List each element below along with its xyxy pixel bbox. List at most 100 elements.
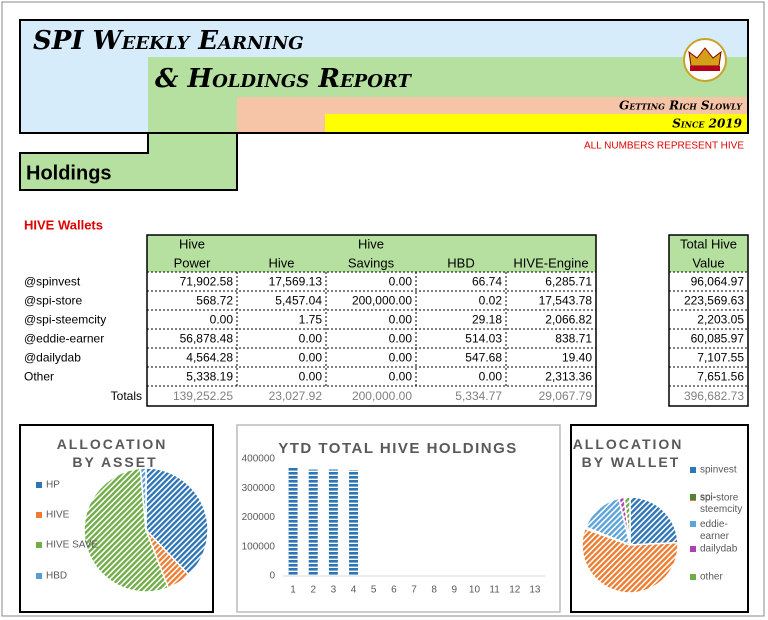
line: earner xyxy=(700,531,730,542)
legend-label: dailydab xyxy=(700,544,738,555)
x-tick-label: 5 xyxy=(371,585,377,596)
cell: 223,569.63 xyxy=(684,294,744,308)
bar xyxy=(328,469,338,576)
pie-slice xyxy=(139,467,147,531)
green-band xyxy=(148,57,748,97)
chart-title: YTD TOTAL HIVE HOLDINGS xyxy=(278,440,518,457)
note: ALL NUMBERS REPRESENT HIVE xyxy=(584,141,744,152)
cell: 0.00 xyxy=(389,332,413,346)
x-tick-label: 10 xyxy=(469,585,481,596)
cell: 6,285.71 xyxy=(545,275,592,289)
legend-label: HBD xyxy=(46,571,67,582)
legend-swatch xyxy=(690,521,696,527)
row-label: @eddie-earner xyxy=(24,332,104,346)
line: BY WALLET xyxy=(582,454,681,470)
legend-label: spi-store xyxy=(700,493,739,504)
x-tick-label: 3 xyxy=(331,585,337,596)
yellow-band xyxy=(325,114,748,133)
y-tick-label: 200000 xyxy=(242,512,276,523)
line: eddie- xyxy=(700,519,728,530)
title-line-2: & Holdings Report xyxy=(155,64,413,94)
legend-swatch xyxy=(36,573,42,579)
pie-slice xyxy=(623,496,631,546)
total-header-bg xyxy=(669,235,748,272)
cell: 17,543.78 xyxy=(539,294,593,308)
cell: 0.00 xyxy=(299,332,323,346)
cell: 56,878.48 xyxy=(180,332,234,346)
legend-swatch xyxy=(690,494,696,500)
line: steemcity xyxy=(700,504,742,515)
cell: 0.00 xyxy=(210,313,234,327)
legend-swatch xyxy=(36,542,42,548)
cell: 547.68 xyxy=(465,351,502,365)
legend-swatch xyxy=(690,546,696,552)
cell: 0.00 xyxy=(299,370,323,384)
legend-label: spi-steemcity xyxy=(700,492,742,515)
cell: 0.00 xyxy=(389,351,413,365)
legend-label: eddie-earner xyxy=(700,519,730,542)
cell: 71,902.58 xyxy=(180,275,234,289)
cell: 0.00 xyxy=(299,351,323,365)
cell: 838.71 xyxy=(555,332,592,346)
total-border xyxy=(668,234,749,407)
cell: 4,564.28 xyxy=(186,351,233,365)
cell: 2,313.36 xyxy=(545,370,592,384)
cell: 2,066.82 xyxy=(545,313,592,327)
legend-label: HIVE SAVE xyxy=(46,540,98,551)
table-title: HIVE Wallets xyxy=(24,217,103,232)
table-header-bg xyxy=(147,235,596,272)
row-label: @dailydab xyxy=(24,351,81,365)
column-header: Hive xyxy=(358,236,384,251)
cell: 5,338.19 xyxy=(186,370,233,384)
x-tick-label: 8 xyxy=(431,585,437,596)
cell: 5,457.04 xyxy=(275,294,322,308)
total-cell: 5,334.77 xyxy=(455,389,502,403)
line: ALLOCATION xyxy=(57,436,174,452)
chart-title: ALLOCATION BY ASSET xyxy=(57,436,174,470)
column-header: Hive xyxy=(268,255,294,270)
legend-swatch xyxy=(36,482,42,488)
x-tick-label: 11 xyxy=(489,585,500,596)
total-cell: 396,682.73 xyxy=(684,389,744,403)
line: ALLOCATION xyxy=(573,436,690,452)
table-border xyxy=(146,234,597,407)
pie-slice xyxy=(145,467,209,576)
since: Since 2019 xyxy=(672,117,742,131)
pie-slice xyxy=(629,496,679,546)
totals-label: Totals xyxy=(111,389,142,403)
column-header: Savings xyxy=(348,255,395,270)
holdings-box xyxy=(20,153,237,190)
cell: 19.40 xyxy=(562,351,592,365)
bar xyxy=(349,470,359,576)
line: spi- xyxy=(700,492,716,503)
header-border xyxy=(19,19,749,134)
x-tick-label: 2 xyxy=(310,585,316,596)
cell: 29.18 xyxy=(472,313,502,327)
x-tick-label: 13 xyxy=(529,585,541,596)
y-tick-label: 100000 xyxy=(242,541,276,552)
cell: 96,064.97 xyxy=(691,275,745,289)
cell: 0.00 xyxy=(479,370,503,384)
total-cell: 23,027.92 xyxy=(269,389,323,403)
cell: 0.00 xyxy=(389,313,413,327)
y-tick-label: 400000 xyxy=(242,454,276,465)
cell: 568.72 xyxy=(196,294,233,308)
cell: 60,085.97 xyxy=(691,332,745,346)
pie-slice xyxy=(581,527,679,594)
x-tick-label: 7 xyxy=(411,585,417,596)
bar xyxy=(308,469,318,576)
row-label: Other xyxy=(24,370,54,384)
logo-crown xyxy=(688,47,722,67)
x-tick-label: 1 xyxy=(290,585,296,596)
cell: 200,000.00 xyxy=(352,294,412,308)
y-tick-label: 0 xyxy=(269,571,275,582)
y-tick-label: 300000 xyxy=(242,483,276,494)
total-cell: 29,067.79 xyxy=(539,389,593,403)
x-tick-label: 6 xyxy=(391,585,397,596)
x-tick-label: 12 xyxy=(509,585,521,596)
legend-label: spinvest xyxy=(700,465,737,476)
title-line-1: SPI Weekly Earning xyxy=(33,26,304,56)
bar xyxy=(288,466,298,576)
